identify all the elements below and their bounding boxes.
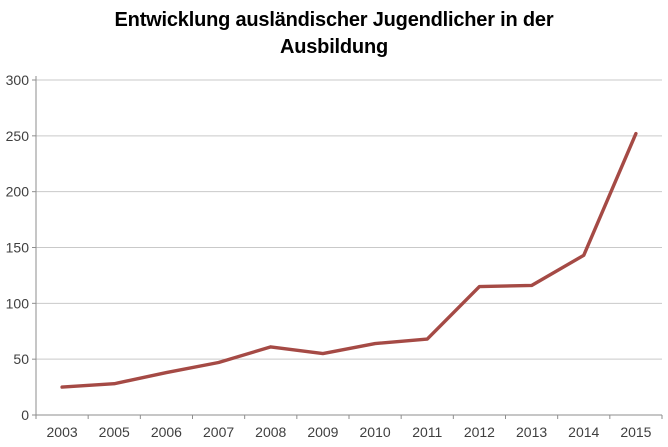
x-tick-label: 2014 — [568, 424, 599, 440]
y-tick-label: 250 — [6, 128, 30, 144]
x-tick-label: 2010 — [360, 424, 391, 440]
x-tick-label: 2012 — [464, 424, 495, 440]
x-tick-label: 2006 — [151, 424, 182, 440]
x-tick-label: 2008 — [255, 424, 286, 440]
chart-title: Entwicklung ausländischer Jugendlicher i… — [114, 9, 554, 58]
data-series-line — [60, 131, 638, 389]
x-tick-label: 2015 — [620, 424, 651, 440]
x-tick-label: 2003 — [47, 424, 78, 440]
y-tick-label: 0 — [21, 407, 29, 423]
y-tick-label: 50 — [13, 351, 29, 367]
y-tick-label: 100 — [6, 295, 30, 311]
x-tick-label: 2007 — [203, 424, 234, 440]
line-chart-plot: 0 50 100 150 200 250 300 2003 2005 2006 2007 2008 20… — [6, 72, 663, 440]
y-tick-label: 150 — [6, 240, 30, 256]
x-tick-label: 2009 — [307, 424, 338, 440]
y-tick-label: 300 — [6, 72, 30, 88]
x-tick-label: 2005 — [99, 424, 130, 440]
x-tick-label: 2013 — [516, 424, 547, 440]
x-tick-label: 2011 — [412, 424, 442, 440]
y-tick-label: 200 — [6, 184, 30, 200]
